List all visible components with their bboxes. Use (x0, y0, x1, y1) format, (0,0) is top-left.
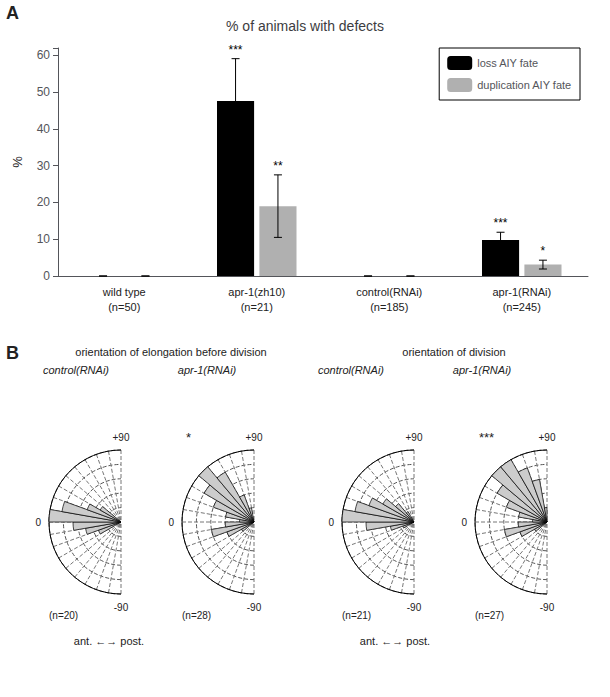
svg-text:20: 20 (37, 195, 51, 209)
svg-text:10: 10 (37, 232, 51, 246)
svg-text:B: B (6, 343, 19, 363)
svg-text:control(RNAi): control(RNAi) (318, 364, 384, 376)
svg-text:apr-1(RNAi): apr-1(RNAi) (492, 286, 551, 298)
svg-text:+90: +90 (406, 432, 423, 443)
svg-text:50: 50 (37, 85, 51, 99)
svg-text:control(RNAi): control(RNAi) (356, 286, 422, 298)
svg-text:wild type: wild type (102, 286, 146, 298)
svg-text:*: * (541, 244, 546, 258)
svg-text:0: 0 (461, 517, 467, 528)
svg-text:0: 0 (168, 517, 174, 528)
svg-text:A: A (6, 3, 19, 23)
svg-text:control(RNAi): control(RNAi) (43, 364, 109, 376)
svg-text:apr-1(RNAi): apr-1(RNAi) (453, 364, 512, 376)
svg-text:(n=245): (n=245) (503, 301, 541, 313)
svg-text:0: 0 (35, 517, 41, 528)
svg-text:orientation of elongation befo: orientation of elongation before divisio… (75, 346, 266, 358)
svg-text:% of animals with defects: % of animals with defects (226, 18, 384, 34)
svg-text:(n=27): (n=27) (475, 610, 504, 621)
svg-text:(n=28): (n=28) (182, 610, 211, 621)
svg-text:***: *** (229, 43, 243, 57)
svg-text:(n=21): (n=21) (241, 301, 273, 313)
svg-text:-90: -90 (407, 602, 422, 613)
svg-text:0: 0 (43, 269, 50, 283)
svg-text:(n=20): (n=20) (49, 610, 78, 621)
svg-text:0: 0 (328, 517, 334, 528)
svg-text:(n=50): (n=50) (108, 301, 140, 313)
svg-text:+90: +90 (539, 432, 556, 443)
svg-text:30: 30 (37, 159, 51, 173)
svg-text:apr-1(RNAi): apr-1(RNAi) (178, 364, 237, 376)
svg-text:**: ** (273, 159, 283, 173)
svg-text:+90: +90 (246, 432, 263, 443)
svg-text:apr-1(zh10): apr-1(zh10) (228, 286, 285, 298)
svg-text:***: *** (494, 216, 508, 230)
svg-text:(n=21): (n=21) (342, 610, 371, 621)
svg-text:***: *** (479, 430, 494, 445)
svg-text:(n=185): (n=185) (370, 301, 408, 313)
svg-text:40: 40 (37, 122, 51, 136)
svg-text:ant. ←→ post.: ant. ←→ post. (360, 635, 430, 647)
svg-text:-90: -90 (247, 602, 262, 613)
svg-text:-90: -90 (114, 602, 129, 613)
svg-text:orientation of division: orientation of division (402, 346, 505, 358)
svg-text:%: % (10, 156, 25, 168)
svg-text:duplication AIY fate: duplication AIY fate (477, 79, 571, 91)
svg-text:ant. ←→ post.: ant. ←→ post. (74, 635, 144, 647)
svg-text:loss AIY fate: loss AIY fate (477, 57, 538, 69)
svg-text:+90: +90 (113, 432, 130, 443)
svg-text:60: 60 (37, 48, 51, 62)
svg-text:*: * (186, 430, 191, 445)
svg-text:-90: -90 (540, 602, 555, 613)
